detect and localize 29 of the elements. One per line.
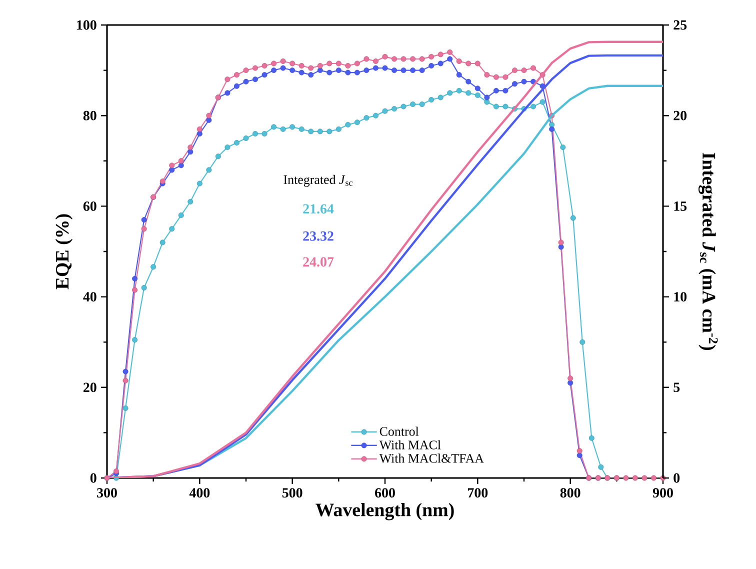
y2-tick-label: 25 xyxy=(674,20,687,30)
legend-label: With MACl xyxy=(379,440,441,450)
y-tick-label: 60 xyxy=(83,201,96,211)
annotation: Integrated J$_{sc}$ xyxy=(284,174,353,187)
y2-tick-label: 0 xyxy=(674,473,680,483)
annotation: 21.64 xyxy=(303,204,334,214)
y-axis-title: EQE (%) xyxy=(55,214,73,290)
y2-tick-label: 15 xyxy=(674,202,687,211)
legend-label: With MACl&TFAA xyxy=(379,454,484,463)
x-tick-label: 700 xyxy=(468,488,488,498)
x-tick-label: 500 xyxy=(282,488,302,498)
annotation: 24.07 xyxy=(303,257,334,267)
y-tick-label: 0 xyxy=(90,473,96,483)
x-tick-label: 600 xyxy=(375,488,395,498)
x-tick-label: 900 xyxy=(652,488,673,498)
legend-label: Control xyxy=(380,426,419,436)
y-tick-label: 80 xyxy=(83,110,96,120)
x-tick-label: 800 xyxy=(560,488,580,498)
y2-tick-label: 10 xyxy=(674,292,687,302)
y-tick-label: 20 xyxy=(84,382,96,392)
x-axis-title: Wavelength (nm) xyxy=(316,502,454,520)
annotation: 23.32 xyxy=(303,231,334,241)
y-tick-label: 100 xyxy=(77,20,96,30)
y2-tick-label: 5 xyxy=(674,382,680,392)
x-tick-label: 300 xyxy=(97,488,117,498)
y2-tick-label: 20 xyxy=(674,110,687,120)
x-tick-label: 400 xyxy=(189,488,210,498)
y2-axis-title: Integrated J$_{sc}$ (mA cm$^{-2}$) xyxy=(698,152,718,350)
y-tick-label: 40 xyxy=(83,292,96,302)
